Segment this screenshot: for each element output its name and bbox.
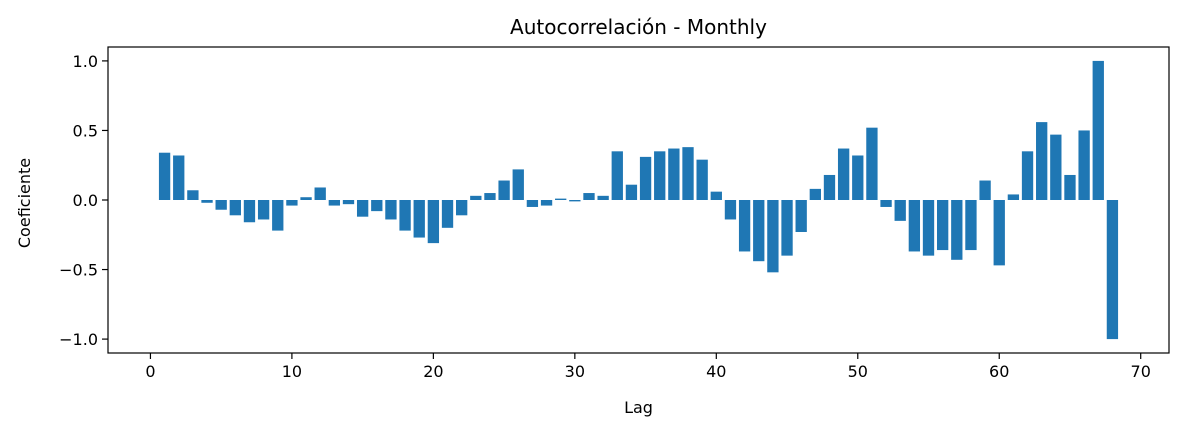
bar-lag-53 [894,200,906,221]
bar-lag-8 [257,200,270,220]
y-tick-label: 0.5 [73,121,98,140]
bar-lag-21 [441,200,454,228]
y-tick-label: 1.0 [73,52,98,71]
bar-lag-4 [201,200,213,203]
bar-lag-36 [654,151,666,200]
bar-lag-52 [880,200,892,207]
bar-lag-68 [1106,200,1119,340]
bar-lag-33 [611,151,623,200]
y-axis: −1.0 −0.5 0.0 0.5 1.0 [59,52,108,349]
bar-lag-48 [823,174,836,200]
bar-lag-20 [427,200,440,244]
bar-lag-7 [243,200,256,223]
bar-lag-47 [809,188,821,200]
x-tick-label: 30 [565,362,585,381]
bar-lag-64 [1050,134,1062,200]
bar-lag-54 [908,200,921,252]
x-tick-label: 20 [423,362,443,381]
bar-lag-17 [385,200,397,220]
bar-lag-18 [399,200,411,231]
bar-lag-62 [1021,151,1034,200]
bar-lag-67 [1092,60,1104,201]
bar-lag-45 [781,200,793,256]
bar-lag-56 [936,200,949,251]
bar-lag-11 [300,197,312,200]
y-tick-label: 0.0 [73,191,98,210]
bar-lag-29 [555,198,567,200]
bar-lag-42 [738,200,751,252]
x-axis: 0 10 20 30 40 50 60 70 [145,353,1151,381]
bar-lag-38 [682,147,694,200]
x-tick-label: 60 [989,362,1009,381]
bar-lag-1 [158,152,171,200]
bar-lag-55 [922,200,935,256]
bar-lag-15 [356,200,369,217]
bar-lag-5 [215,200,227,210]
x-tick-label: 10 [282,362,302,381]
x-tick-label: 50 [848,362,868,381]
bar-lag-12 [314,187,326,200]
bar-lag-31 [583,193,595,200]
bar-lag-44 [767,200,779,273]
bar-lag-63 [1036,122,1048,200]
bar-lag-37 [668,148,680,200]
bar-lag-27 [526,200,539,207]
y-axis-label: Coeficiente [15,158,34,248]
bar-lag-46 [795,200,807,232]
bar-lag-19 [413,200,425,238]
x-tick-label: 70 [1131,362,1151,381]
bar-lag-32 [597,195,609,200]
bar-lag-49 [837,148,850,200]
bar-lag-41 [724,200,737,220]
bar-lag-16 [371,200,383,212]
x-tick-label: 0 [145,362,155,381]
bar-lag-23 [470,195,482,200]
bar-lag-28 [540,200,553,206]
bar-lag-35 [639,156,652,200]
bars-group [158,60,1119,340]
bar-lag-26 [512,169,524,200]
bar-lag-51 [866,127,878,200]
bar-lag-13 [328,200,341,206]
chart-title: Autocorrelación - Monthly [510,15,767,39]
bar-lag-59 [979,180,991,200]
bar-lag-40 [710,191,722,200]
y-tick-label: −0.5 [59,261,98,280]
bar-lag-24 [484,193,496,200]
bar-lag-60 [993,200,1005,266]
x-axis-label: Lag [624,398,653,417]
bar-lag-61 [1007,194,1020,200]
bar-lag-57 [951,200,963,260]
bar-lag-9 [272,200,284,231]
x-tick-label: 40 [706,362,726,381]
bar-lag-3 [187,190,199,200]
bar-lag-34 [625,184,638,200]
bar-lag-6 [229,200,241,216]
bar-lag-25 [498,180,510,200]
bar-lag-39 [696,159,708,200]
bar-lag-58 [965,200,977,251]
bar-lag-10 [286,200,298,206]
bar-lag-50 [852,155,864,200]
bar-lag-30 [569,200,581,202]
bar-lag-22 [456,200,468,216]
bar-lag-43 [753,200,765,262]
bar-lag-65 [1064,174,1076,200]
bar-lag-14 [342,200,355,205]
bar-lag-66 [1078,130,1090,200]
y-tick-label: −1.0 [59,330,98,349]
bar-lag-2 [173,155,185,200]
